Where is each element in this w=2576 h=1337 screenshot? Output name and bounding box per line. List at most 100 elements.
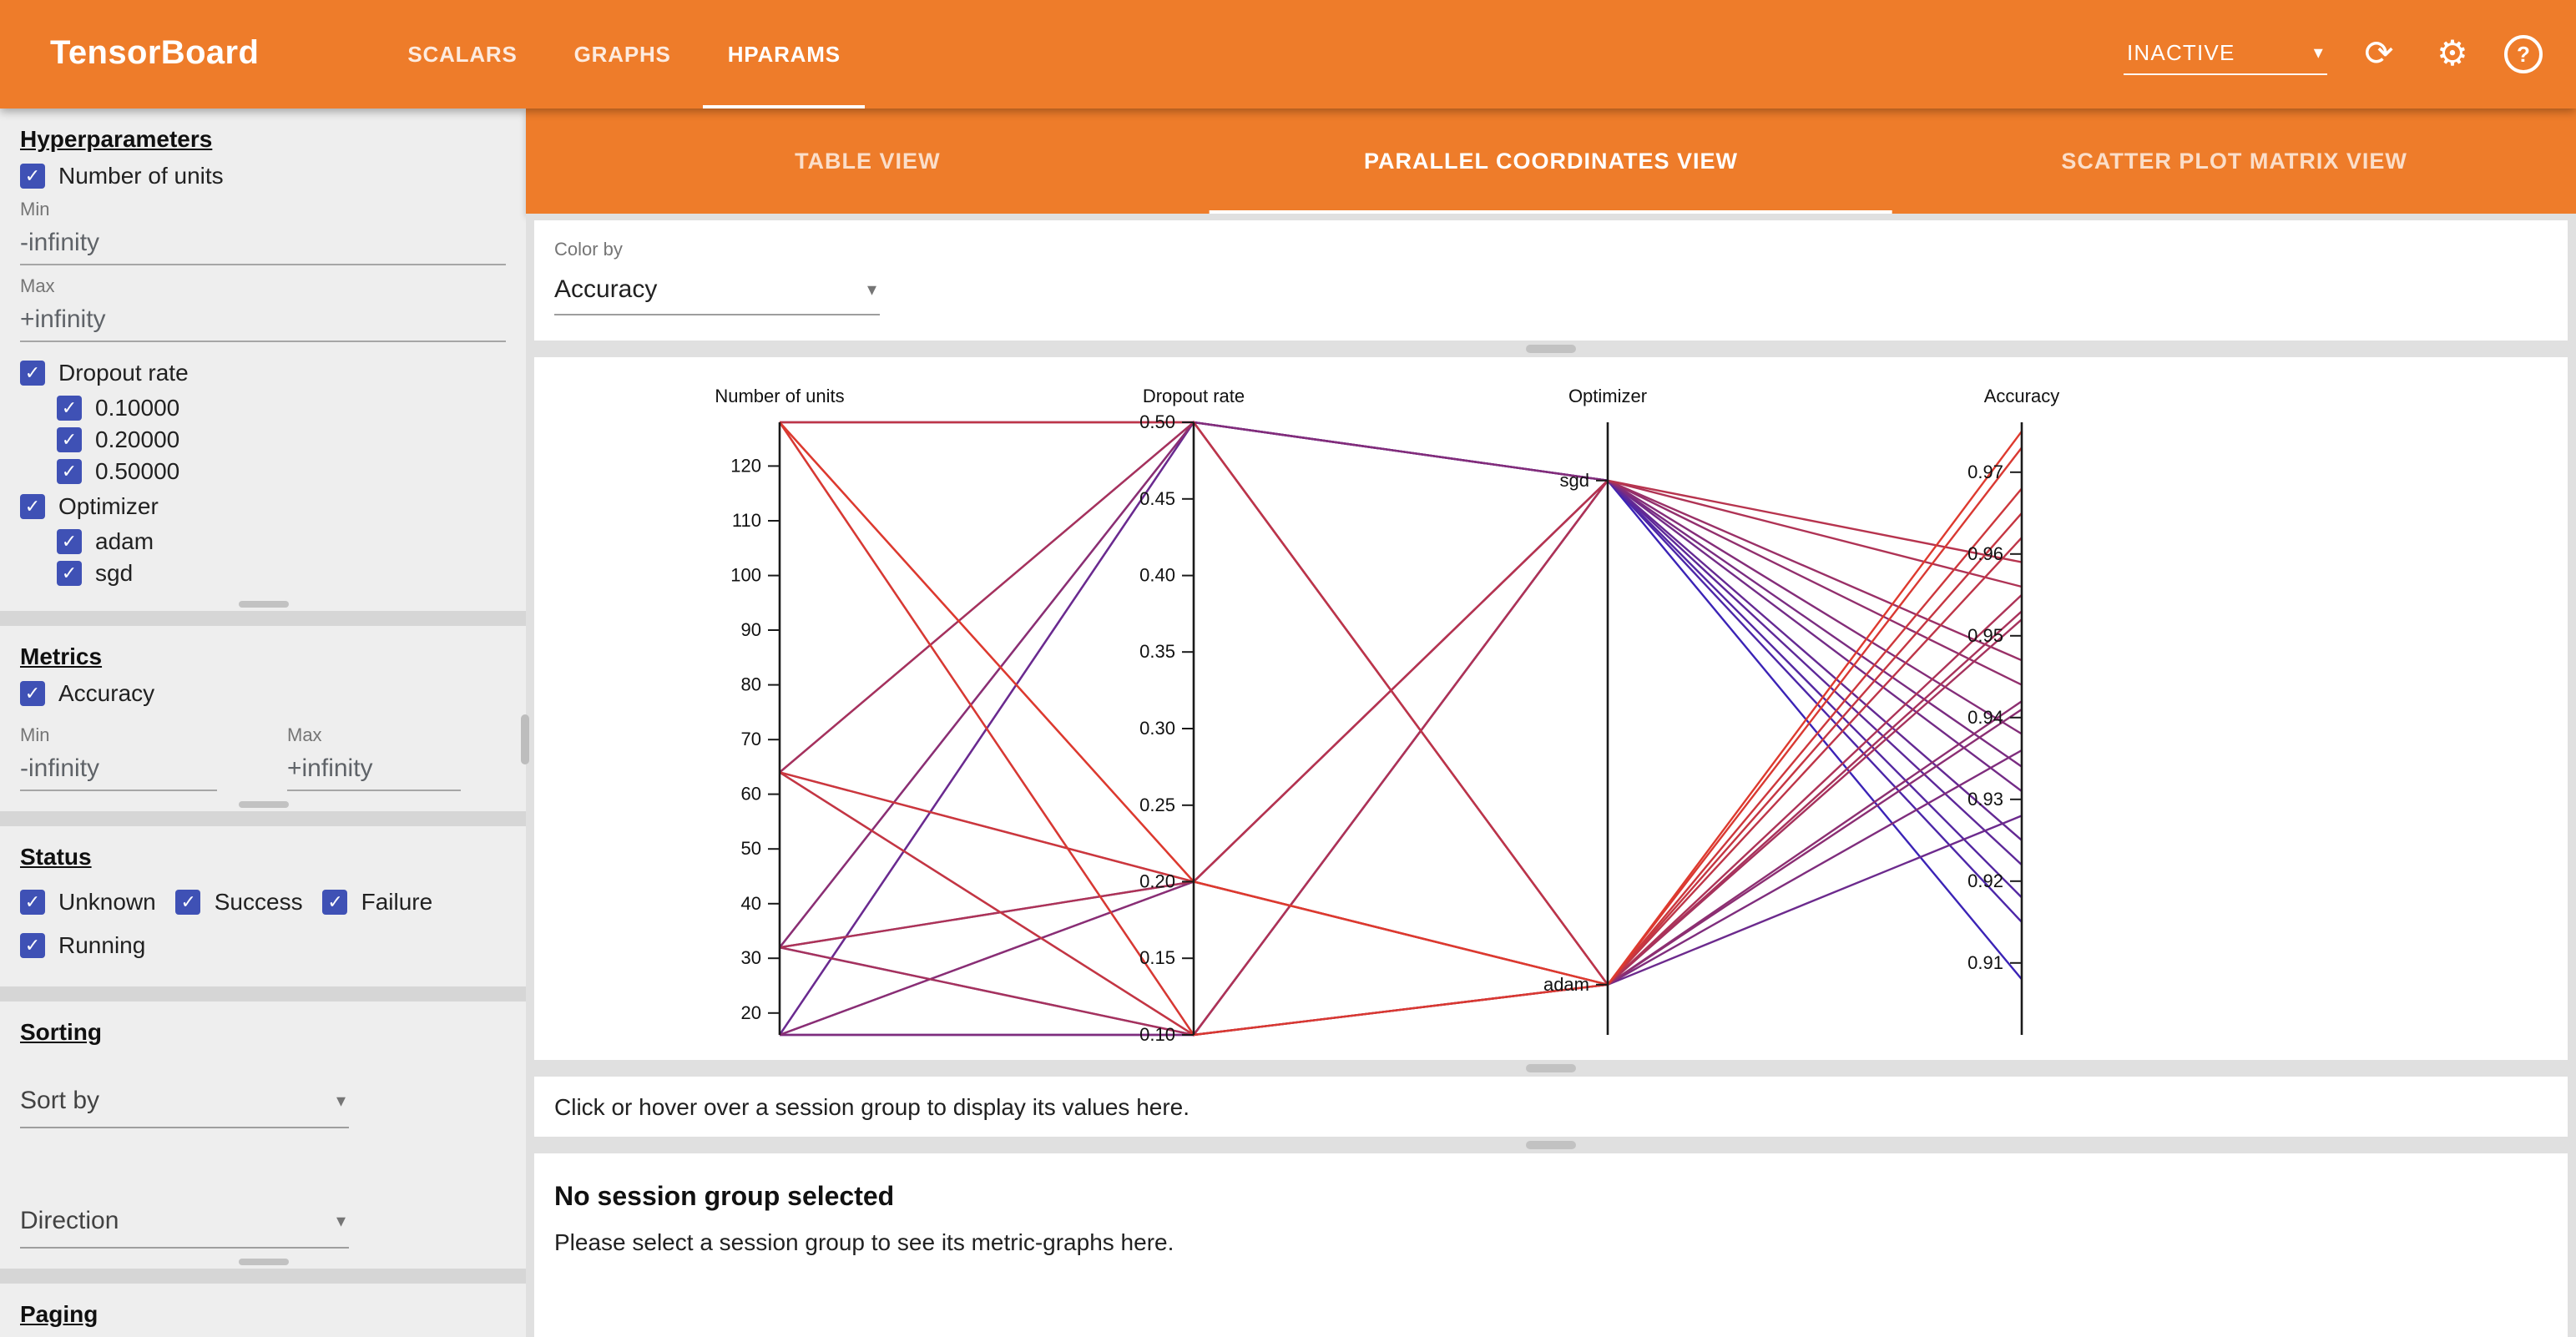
- session-line[interactable]: [779, 421, 2023, 948]
- axis-tick-label: 80: [741, 674, 761, 695]
- nav-tab-graphs[interactable]: GRAPHS: [573, 42, 671, 67]
- gear-icon[interactable]: ⚙: [2437, 35, 2468, 73]
- axis-tick-label: 50: [741, 838, 761, 859]
- metric-accuracy-label: Accuracy: [58, 679, 155, 706]
- status-heading: Status: [20, 843, 92, 870]
- hparam-value-0-50000-label: 0.50000: [95, 457, 180, 484]
- hover-hint-text: Click or hover over a session group to d…: [554, 1093, 1190, 1120]
- metric-min-max-row: Min -infinity Max +infinity: [20, 714, 506, 791]
- min-label: Min: [20, 726, 50, 746]
- sidebar-section-hyperparameters: Hyperparameters ✓ Number of units Min -infi…: [0, 108, 526, 611]
- hparam-value-sgd-checkbox[interactable]: ✓: [57, 560, 82, 585]
- hparam-dropout-rate-label: Dropout rate: [58, 359, 189, 386]
- axis-tick-label: 0.93: [1967, 789, 2003, 810]
- hparam-number-of-units-checkbox[interactable]: ✓: [20, 163, 45, 188]
- app-header: TensorBoard SCALARS GRAPHS HPARAMS INACTIV…: [0, 0, 2576, 108]
- session-line[interactable]: [779, 421, 2023, 1037]
- session-line[interactable]: [779, 421, 2023, 841]
- session-line[interactable]: [779, 421, 2023, 1037]
- hparam-dropout-rate-checkbox[interactable]: ✓: [20, 360, 45, 385]
- color-by-card: Color by Accuracy ▾: [534, 220, 2568, 341]
- color-by-value: Accuracy: [554, 275, 658, 304]
- hparam-value-sgd-label: sgd: [95, 559, 134, 586]
- hparam-value-0-50000-checkbox[interactable]: ✓: [57, 458, 82, 483]
- status-running-checkbox[interactable]: ✓: [20, 932, 45, 957]
- status-success-checkbox[interactable]: ✓: [175, 889, 201, 914]
- pane-resize-handle[interactable]: [238, 601, 288, 608]
- help-icon[interactable]: ?: [2504, 35, 2543, 73]
- metric-accuracy-checkbox[interactable]: ✓: [20, 680, 45, 705]
- reload-status-label: INACTIVE: [2127, 40, 2235, 65]
- hparam-value-adam-row: ✓ adam: [57, 527, 506, 554]
- hparam-optimizer-row: ✓ Optimizer: [20, 492, 506, 519]
- refresh-icon[interactable]: ⟳: [2364, 35, 2394, 73]
- session-line[interactable]: [779, 421, 2023, 986]
- session-line[interactable]: [780, 421, 2023, 735]
- pane-resize-handle[interactable]: [1526, 1064, 1576, 1072]
- hparam-value-sgd-row: ✓ sgd: [57, 559, 506, 586]
- hparam-value-adam-label: adam: [95, 527, 154, 554]
- status-failure-checkbox[interactable]: ✓: [322, 889, 348, 914]
- hparam-max-input[interactable]: +infinity: [20, 297, 506, 342]
- paging-heading: Paging: [20, 1300, 98, 1327]
- session-line[interactable]: [779, 421, 2023, 1036]
- view-tabs: TABLE VIEW PARALLEL COORDINATES VIEW SCATT…: [526, 108, 2576, 214]
- pane-resize-handle[interactable]: [238, 801, 288, 808]
- sidebar-resize-handle[interactable]: [521, 714, 529, 764]
- color-by-select[interactable]: Accuracy ▾: [554, 265, 880, 315]
- hparam-value-0-20000-checkbox[interactable]: ✓: [57, 426, 82, 452]
- metric-min-input[interactable]: -infinity: [20, 746, 217, 791]
- session-line[interactable]: [780, 421, 2023, 986]
- main-pane: TABLE VIEW PARALLEL COORDINATES VIEW SCATT…: [526, 108, 2576, 1337]
- nav-tab-scalars[interactable]: SCALARS: [407, 42, 518, 67]
- empty-state-title: No session group selected: [554, 1183, 895, 1212]
- view-tab-table-view[interactable]: TABLE VIEW: [795, 149, 941, 174]
- hparam-value-adam-checkbox[interactable]: ✓: [57, 528, 82, 553]
- sidebar-section-paging: Paging Number of matching session groups…: [0, 1284, 526, 1337]
- chevron-down-icon: ▾: [2313, 43, 2324, 63]
- session-detail-card: No session group selected Please select …: [534, 1153, 2568, 1337]
- main-content: Color by Accuracy ▾ Number of units 20 30 4…: [526, 214, 2576, 1337]
- session-line[interactable]: [779, 487, 2023, 986]
- hparam-optimizer-checkbox[interactable]: ✓: [20, 493, 45, 518]
- session-line[interactable]: [779, 479, 2023, 949]
- pane-resize-handle[interactable]: [1526, 345, 1576, 353]
- metric-filter-list: ✓ Accuracy: [20, 679, 506, 706]
- session-line[interactable]: [779, 512, 2023, 1037]
- status-success-row: ✓ Success: [175, 888, 303, 915]
- reload-status-dropdown[interactable]: INACTIVE ▾: [2124, 33, 2327, 75]
- metric-max-input[interactable]: +infinity: [287, 746, 461, 791]
- axis-tick-label: 0.92: [1967, 870, 2003, 891]
- empty-state-message: Please select a session group to see its…: [554, 1229, 1174, 1255]
- sort-by-select[interactable]: Sort by ▾: [20, 1075, 349, 1128]
- axis-title: Dropout rate: [1143, 386, 1245, 406]
- status-filter-list: ✓ Unknown ✓ Success ✓ Failure ✓ Running: [20, 880, 506, 966]
- hparam-max-field: Max +infinity: [20, 277, 506, 342]
- hyperparameters-heading: Hyperparameters: [20, 125, 213, 152]
- axis-tick-label: 0.10: [1139, 1024, 1175, 1045]
- session-line[interactable]: [779, 593, 2023, 986]
- status-running-row: ✓ Running: [20, 931, 145, 958]
- axis-tick-label: 100: [730, 565, 761, 586]
- view-tab-parallel-coordinates-view[interactable]: PARALLEL COORDINATES VIEW: [1210, 108, 1893, 214]
- pane-resize-handle[interactable]: [238, 1259, 288, 1265]
- axis-tick-label: 0.95: [1967, 625, 2003, 646]
- axis-tick-label: 90: [741, 619, 761, 640]
- hparam-value-0-10000-checkbox[interactable]: ✓: [57, 395, 82, 420]
- axis-tick-label: 110: [732, 510, 761, 531]
- axis-tick-label: 0.96: [1967, 543, 2003, 564]
- parallel-coordinates-chart[interactable]: Number of units 20 30 40 50 60 70 80 90 100 110 120…: [534, 357, 2568, 1060]
- max-label: Max: [20, 277, 55, 297]
- parallel-coordinates-card: Number of units 20 30 40 50 60 70 80 90 100 110 120…: [534, 357, 2568, 1060]
- view-tab-scatter-plot-matrix-view[interactable]: SCATTER PLOT MATRIX VIEW: [2061, 149, 2407, 174]
- hparam-min-input[interactable]: -infinity: [20, 220, 506, 265]
- pane-divider: [534, 1060, 2568, 1077]
- nav-tab-hparams[interactable]: HPARAMS: [700, 0, 869, 108]
- status-failure-label: Failure: [361, 888, 433, 915]
- sidebar: Hyperparameters ✓ Number of units Min -infi…: [0, 108, 526, 1337]
- status-unknown-checkbox[interactable]: ✓: [20, 889, 45, 914]
- session-line[interactable]: [779, 420, 2023, 1036]
- chevron-down-icon: ▾: [866, 280, 876, 300]
- direction-select[interactable]: Direction ▾: [20, 1195, 349, 1249]
- pane-resize-handle[interactable]: [1526, 1141, 1576, 1149]
